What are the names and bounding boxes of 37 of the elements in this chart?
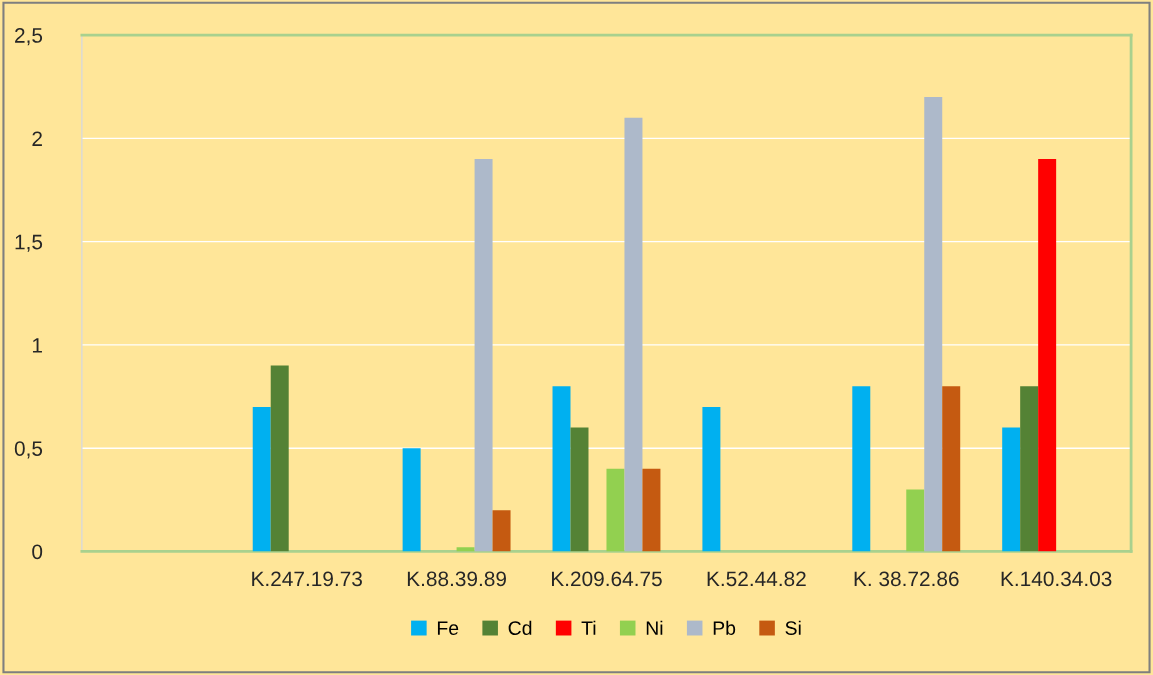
bar [852,386,871,552]
x-tick-label: K.52.44.82 [707,571,806,587]
bar [456,547,475,552]
x-tick-label: K.88.39.89 [407,571,506,587]
bar [402,448,421,552]
bar [1020,386,1039,552]
bar [906,489,925,552]
bar [942,386,961,552]
bar [1002,427,1021,552]
bar [702,406,721,552]
legend-label: Pb [713,620,736,635]
x-tick-label: K.209.64.75 [552,571,662,587]
bar [606,468,625,552]
bar [474,159,493,552]
bar [1038,159,1057,552]
bar [552,386,571,552]
bar [270,365,289,552]
legend-label: Ti [581,620,596,635]
y-tick-label: 1 [32,338,42,353]
y-tick-label: 2 [32,131,42,146]
legend-label: Ni [646,620,663,635]
y-tick-label: 2,5 [15,28,43,46]
bar [642,468,661,552]
x-tick-label: K. 38.72.86 [854,571,959,587]
bar [492,510,511,552]
y-tick-label: 0 [32,544,43,560]
y-tick-label: 1,5 [15,234,43,252]
y-tick-label: 0,5 [14,441,43,459]
legend-label: Si [785,620,801,635]
bar [252,406,271,552]
bar [624,117,643,552]
bar [570,427,589,552]
bar [924,97,943,552]
x-tick-label: K.140.34.03 [1001,571,1112,587]
legend-label: Cd [508,620,532,635]
x-tick-label: K.247.19.73 [252,571,362,587]
legend-label: Fe [437,621,459,635]
